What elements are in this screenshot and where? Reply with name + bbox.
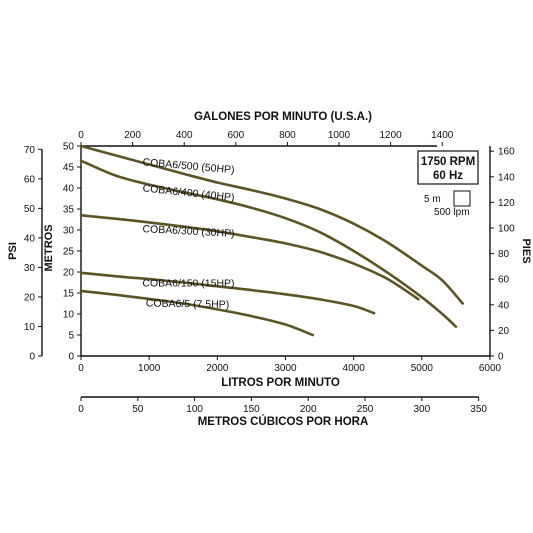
- x-tick-label: 3000: [274, 363, 297, 374]
- curve-coba6-150: [79, 271, 376, 315]
- feet-tick-label: 40: [498, 300, 510, 311]
- curve-coba6-500: [79, 144, 464, 305]
- feet-tick-label: 80: [498, 249, 510, 260]
- y-tick-label: 5: [68, 331, 74, 342]
- curve-label: COBA6/5 (7.5HP): [146, 297, 230, 310]
- curve-label: COBA6/400 (40HP): [142, 182, 235, 204]
- psi-tick-label: 20: [24, 292, 36, 303]
- top-tick-label: 1000: [328, 130, 351, 141]
- top-tick-label: 200: [124, 130, 141, 141]
- feet-tick-label: 0: [498, 352, 504, 363]
- x-tick-label: 6000: [479, 363, 502, 374]
- m3h-tick-label: 350: [470, 404, 487, 415]
- legend-scale-meters: 5 m: [424, 194, 441, 205]
- m3h-tick-label: 100: [186, 404, 203, 415]
- top-axis-title: GALONES POR MINUTO (U.S.A.): [194, 111, 372, 123]
- top-tick-label: 0: [78, 130, 84, 141]
- x-axis-title: LITROS POR MINUTO: [221, 377, 340, 389]
- m3h-tick-label: 0: [78, 404, 84, 415]
- top-tick-label: 1400: [431, 130, 454, 141]
- top-tick-label: 1200: [379, 130, 402, 141]
- y-tick-label: 10: [63, 310, 75, 321]
- psi-tick-label: 60: [24, 174, 36, 185]
- curve-coba6-400: [79, 159, 458, 328]
- psi-tick-label: 0: [29, 352, 35, 363]
- feet-axis-title: PIES: [520, 238, 532, 263]
- psi-tick-label: 30: [24, 263, 36, 274]
- feet-tick-label: 100: [498, 223, 515, 234]
- y-tick-label: 35: [63, 205, 75, 216]
- feet-tick-label: 120: [498, 198, 515, 209]
- legend-scale-lpm: 500 lpm: [434, 207, 470, 218]
- y-tick-label: 40: [63, 184, 75, 195]
- y-tick-label: 50: [63, 142, 75, 153]
- legend-rpm: 1750 RPM: [421, 156, 475, 168]
- m3h-tick-label: 150: [243, 404, 260, 415]
- curve-coba6-5: [79, 289, 315, 337]
- m3h-tick-label: 50: [132, 404, 144, 415]
- m3h-tick-label: 250: [357, 404, 374, 415]
- legend-scale-square: [453, 190, 471, 207]
- m3h-tick-label: 200: [300, 404, 317, 415]
- y-tick-label: 45: [63, 163, 75, 174]
- legend-box: 1750 RPM 60 Hz 5 m 500 lpm: [417, 150, 479, 218]
- psi-tick-label: 70: [24, 145, 36, 156]
- feet-tick-label: 140: [498, 172, 515, 183]
- x-tick-label: 5000: [411, 363, 434, 374]
- legend-hz: 60 Hz: [433, 170, 463, 182]
- y-tick-label: 15: [63, 289, 75, 300]
- x-tick-label: 0: [78, 363, 84, 374]
- m3h-tick-label: 300: [413, 404, 430, 415]
- top-tick-label: 600: [227, 130, 244, 141]
- feet-tick-label: 160: [498, 147, 515, 158]
- psi-tick-label: 50: [24, 204, 36, 215]
- psi-axis-title: PSI: [7, 242, 19, 260]
- feet-tick-label: 20: [498, 326, 510, 337]
- top-tick-label: 800: [279, 130, 296, 141]
- y-tick-label: 20: [63, 268, 75, 279]
- curve-coba6-300: [79, 214, 420, 301]
- x-tick-label: 1000: [138, 363, 161, 374]
- x-tick-label: 4000: [343, 363, 366, 374]
- y-tick-label: 30: [63, 226, 75, 237]
- psi-tick-label: 40: [24, 233, 36, 244]
- x-tick-label: 2000: [206, 363, 229, 374]
- feet-tick-label: 60: [498, 275, 510, 286]
- curve-label: COBA6/500 (50HP): [142, 156, 235, 176]
- curve-label: COBA6/150 (15HP): [142, 277, 234, 289]
- y-tick-label: 0: [68, 352, 74, 363]
- y-tick-label: 25: [63, 247, 75, 258]
- psi-tick-label: 10: [24, 322, 36, 333]
- curve-label: COBA6/300 (30HP): [142, 223, 235, 240]
- y-axis-title: METROS: [43, 224, 55, 271]
- top-tick-label: 400: [176, 130, 193, 141]
- m3h-axis-title: METROS CÚBICOS POR HORA: [198, 415, 369, 428]
